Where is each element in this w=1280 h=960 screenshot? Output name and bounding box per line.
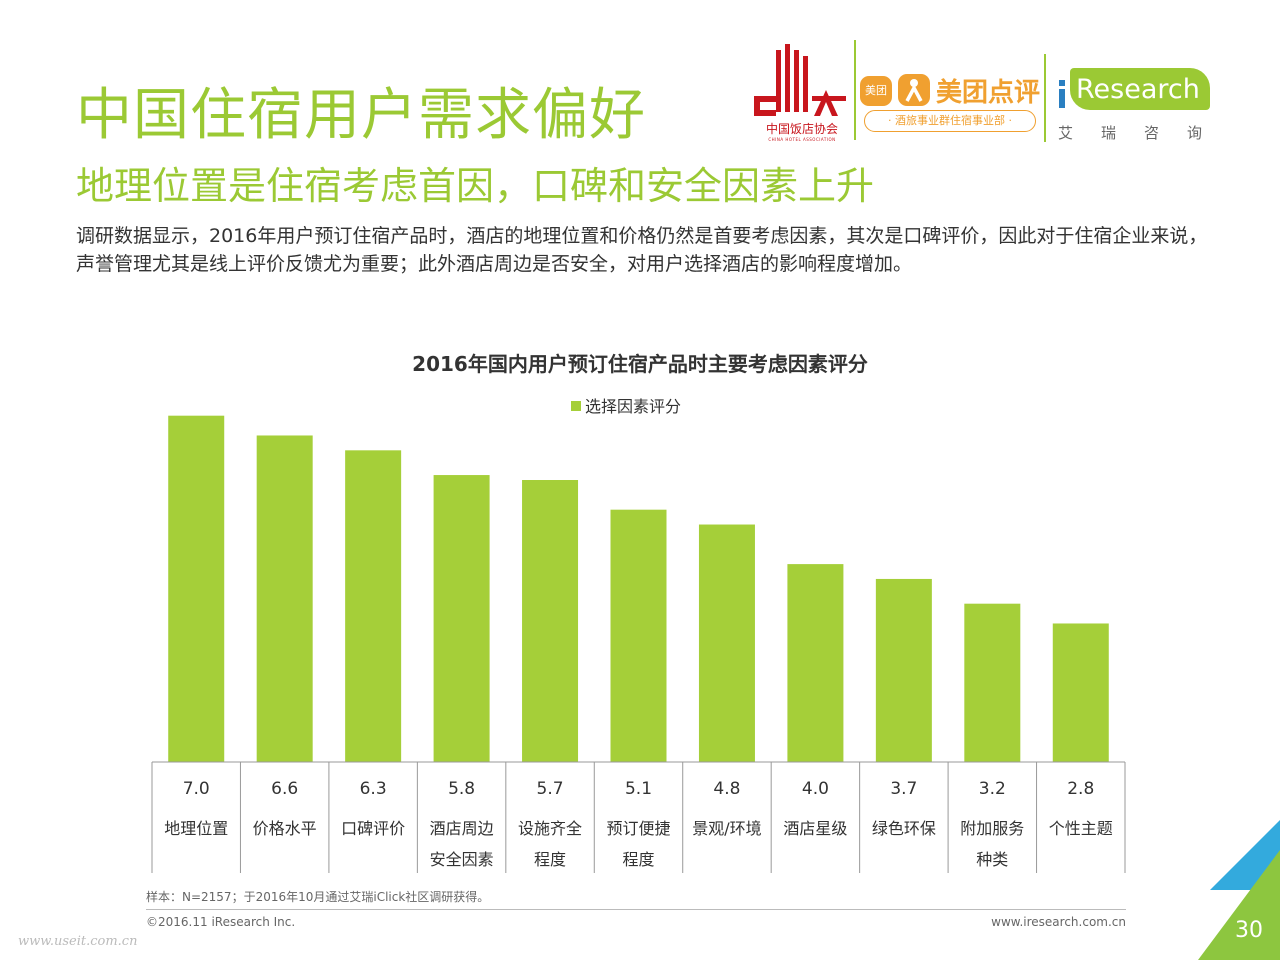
category-label: 程度 <box>534 850 566 869</box>
data-label: 6.3 <box>360 779 387 799</box>
data-label: 3.2 <box>979 779 1006 799</box>
bar <box>522 480 579 762</box>
chha-name-cn: 中国饭店协会 <box>765 122 838 136</box>
data-label: 5.7 <box>537 779 564 799</box>
logo-divider <box>854 40 856 140</box>
data-label: 4.0 <box>802 779 829 799</box>
data-label: 7.0 <box>183 779 210 799</box>
page-subtitle: 地理位置是住宿考虑首因，口碑和安全因素上升 <box>76 164 875 208</box>
iresearch-logo-box <box>1070 68 1210 110</box>
chart-title: 2016年国内用户预订住宿产品时主要考虑因素评分 <box>412 352 868 376</box>
category-label: 设施齐全 <box>518 819 582 838</box>
data-label: 2.8 <box>1067 779 1094 799</box>
iresearch-name-cn: 艾瑞咨询 <box>1058 124 1231 142</box>
bar <box>433 475 490 762</box>
category-label: 绿色环保 <box>872 819 936 838</box>
category-label: 酒店星级 <box>783 819 847 838</box>
copyright: ©2016.11 iResearch Inc. <box>146 915 296 929</box>
data-label: 4.8 <box>713 779 740 799</box>
meituan-dianping-name: 美团点评 <box>936 78 1041 108</box>
corner-blue-triangle <box>1210 820 1280 890</box>
source-note: 样本：N=2157；于2016年10月通过艾瑞iClick社区调研获得。 <box>146 890 490 904</box>
bar <box>1052 623 1109 762</box>
category-label: 景观/环境 <box>692 819 761 838</box>
category-label: 程度 <box>622 850 654 869</box>
corner-decoration <box>1198 820 1280 960</box>
category-label: 附加服务 <box>960 819 1024 838</box>
data-label: 3.7 <box>890 779 917 799</box>
bar <box>787 564 844 762</box>
category-label: 价格水平 <box>253 819 317 838</box>
bar <box>698 524 755 762</box>
category-label: 个性主题 <box>1049 819 1113 838</box>
chha-name-en: CHINA HOTEL ASSOCIATION <box>768 137 836 142</box>
data-label: 6.6 <box>271 779 298 799</box>
page-number: 30 <box>1235 918 1263 943</box>
meituan-division: · 酒旅事业群住宿事业部 · <box>864 110 1036 132</box>
category-label: 安全因素 <box>430 850 494 869</box>
bar <box>964 603 1021 762</box>
partner-logos: 中国饭店协会 CHINA HOTEL ASSOCIATION 美团 美团点评 ·… <box>752 40 1222 150</box>
category-label: 种类 <box>976 850 1008 869</box>
iresearch-i-icon <box>1059 80 1065 108</box>
page-description: 调研数据显示，2016年用户预订住宿产品时，酒店的地理位置和价格仍然是首要考虑因… <box>76 225 1208 275</box>
corner-green-triangle <box>1198 850 1280 960</box>
dianping-person-icon <box>898 74 930 106</box>
category-label: 地理位置 <box>164 819 228 838</box>
bar <box>168 415 225 762</box>
bar <box>610 509 667 762</box>
data-label: 5.1 <box>625 779 652 799</box>
category-label: 酒店周边 <box>430 819 494 838</box>
iresearch-name: Research <box>1076 74 1200 105</box>
page-title: 中国住宿用户需求偏好 <box>76 83 646 148</box>
category-label: 预订便捷 <box>606 819 670 838</box>
china-hotel-association-logo <box>754 44 846 116</box>
bar <box>256 435 313 762</box>
bar <box>345 450 402 762</box>
bar <box>875 578 932 762</box>
logo-divider <box>1044 54 1046 142</box>
data-label: 5.8 <box>448 779 475 799</box>
meituan-badge-icon: 美团 <box>860 76 892 106</box>
legend-swatch <box>571 401 581 411</box>
legend-label: 选择因素评分 <box>585 397 682 416</box>
category-label: 口碑评价 <box>341 819 405 838</box>
chart-legend: 选择因素评分 <box>571 393 681 417</box>
website-link[interactable]: www.iresearch.com.cn <box>991 915 1126 929</box>
footer-divider <box>146 909 1126 910</box>
watermark: www.useit.com.cn <box>18 934 138 949</box>
